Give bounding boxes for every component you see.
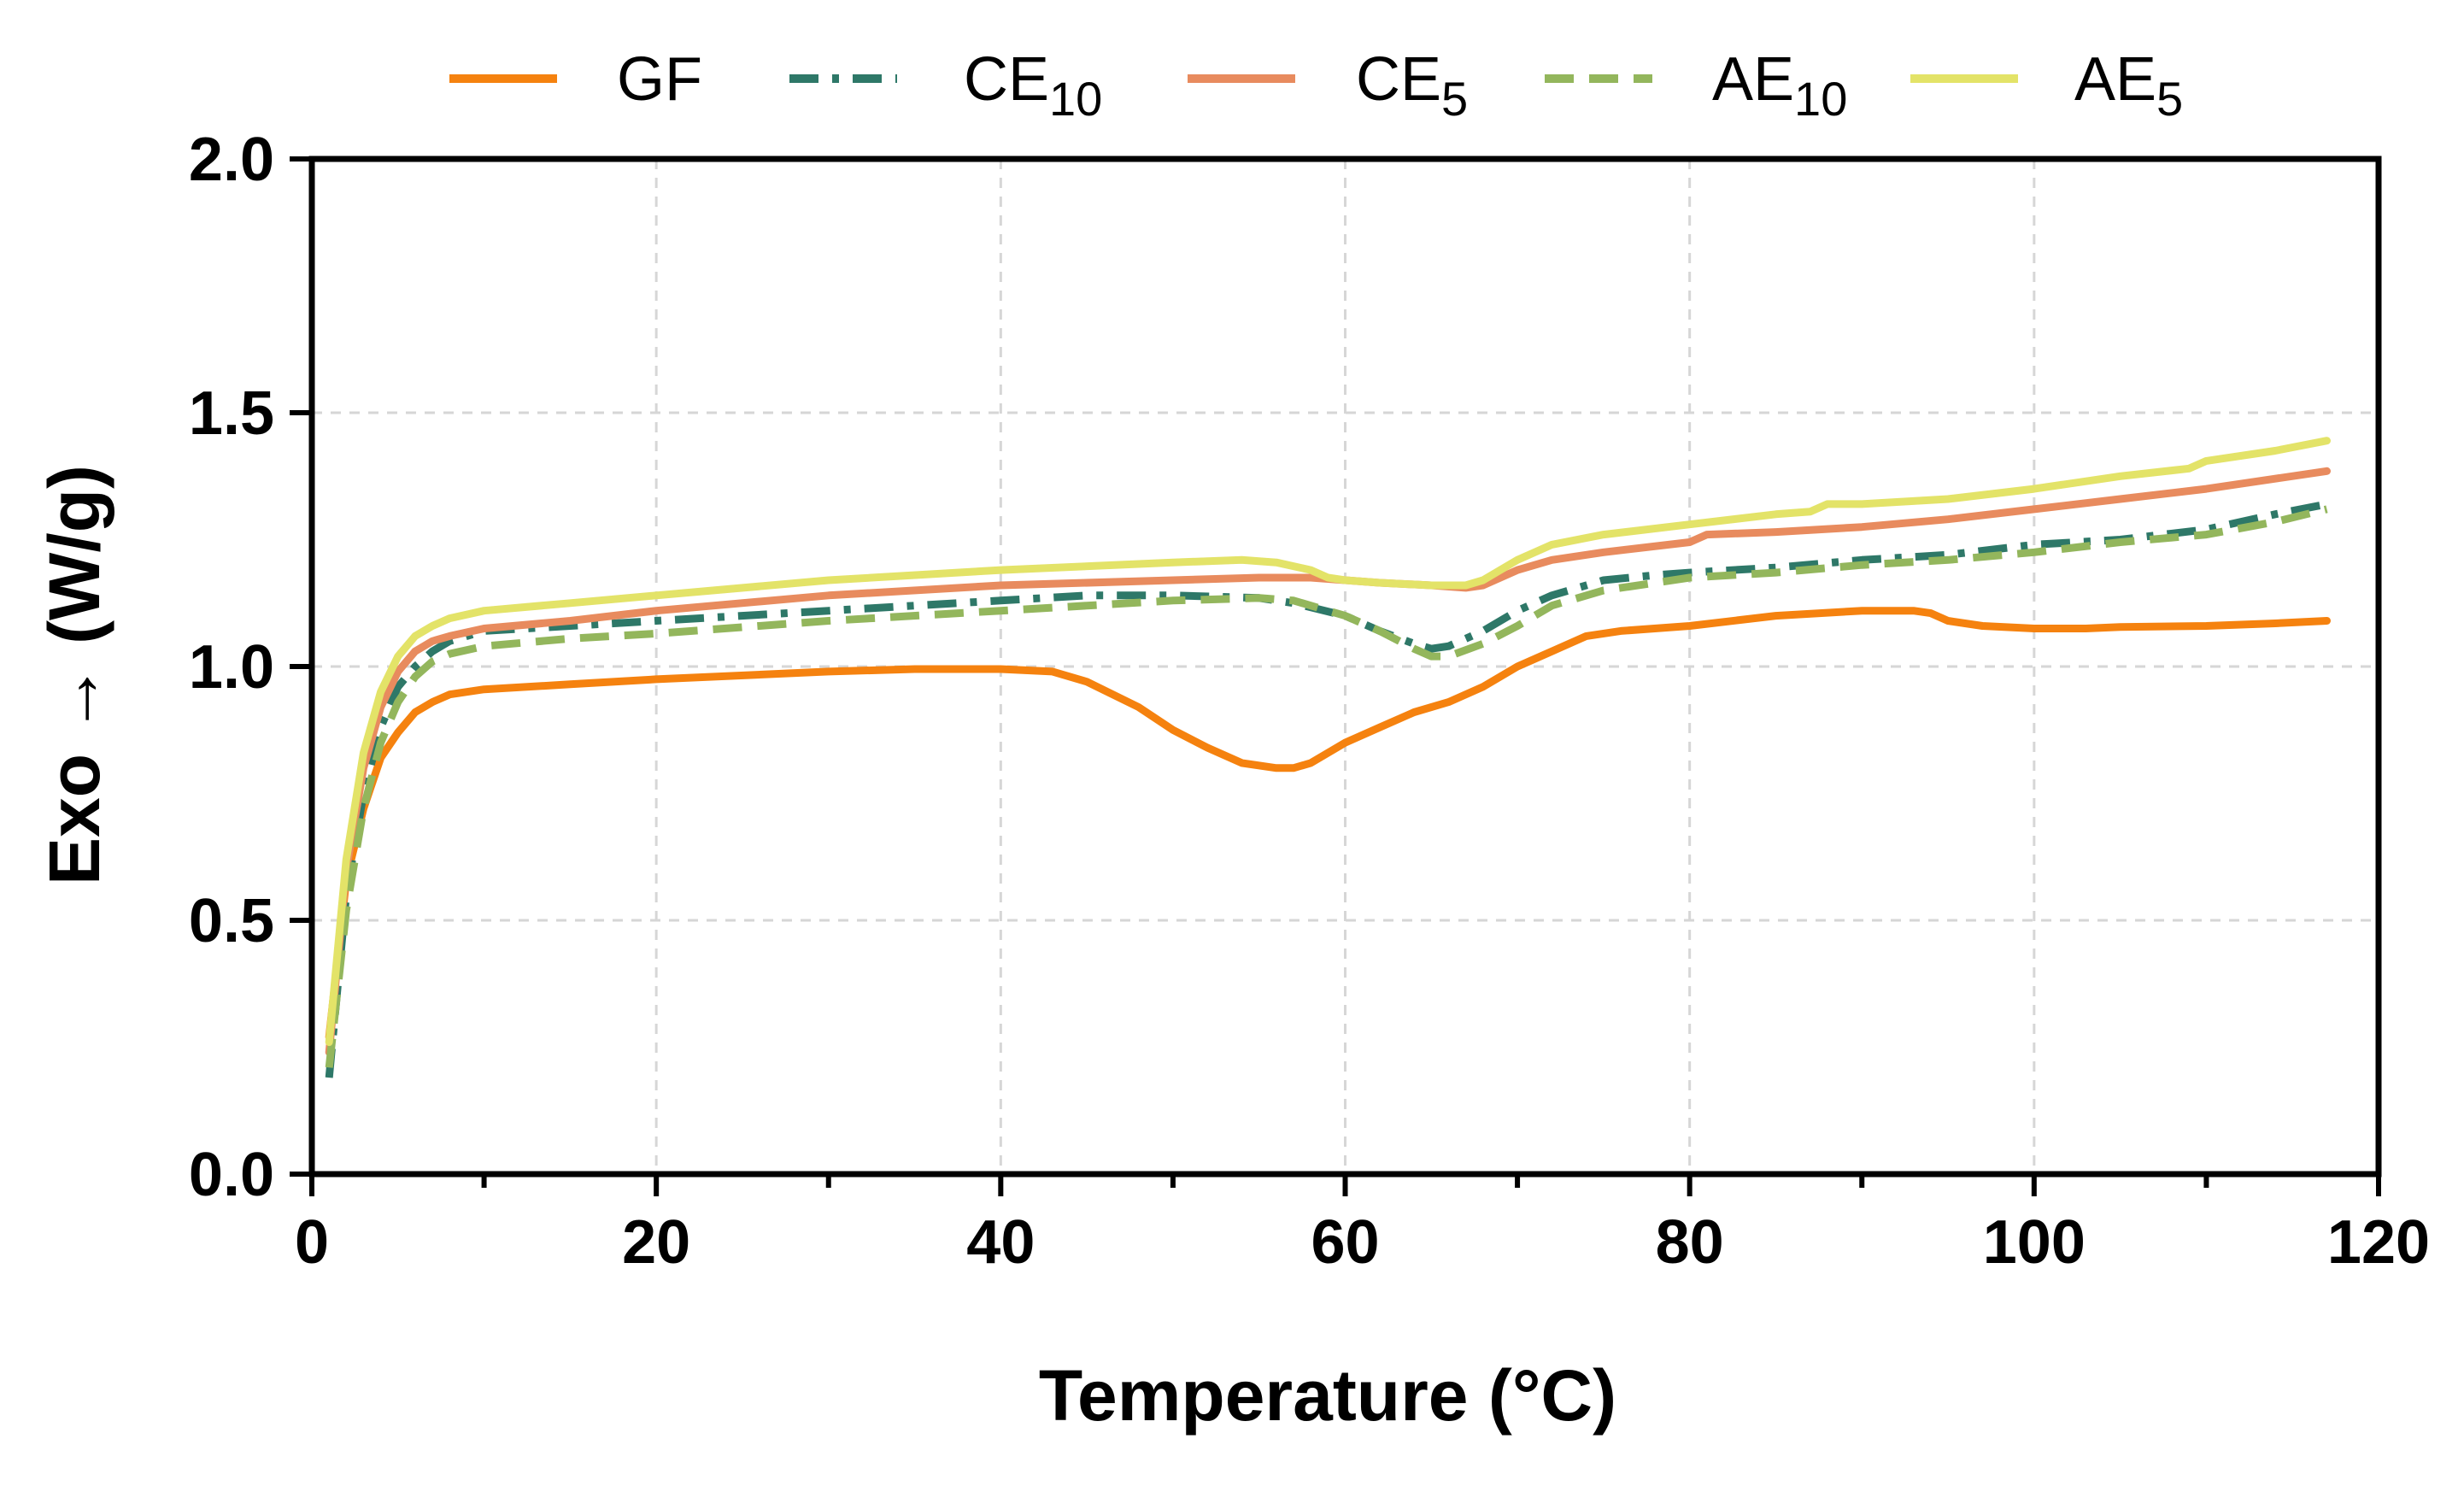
series-lines [325,437,2331,1078]
x-axis-title: Temperature (°C) [1039,1355,1616,1436]
series-line-AE5 [325,437,2331,1047]
y-tick-label-0: 0.0 [189,1141,274,1209]
x-tick-label-40: 40 [966,1208,1035,1277]
y-tick-label-2: 2.0 [189,126,274,194]
legend-item-AE10: AE10 [1545,45,1847,126]
legend-label-CE5: CE5 [1356,45,1468,126]
axes [290,156,2382,1196]
legend-label-CE10: CE10 [964,45,1102,126]
x-tick-label-80: 80 [1656,1208,1724,1277]
grid-lines [312,159,2379,1174]
y-axis-title-prefix: Exo [34,754,114,885]
legend-item-AE5: AE5 [1910,45,2183,126]
x-tick-label-60: 60 [1311,1208,1379,1277]
y-axis-title: Exo→(W/g) [34,465,114,885]
y-tick-label-0.5: 0.5 [189,887,274,955]
x-tick-label-0: 0 [295,1208,329,1277]
series-line-CE5 [325,467,2331,1056]
svg-text:Exo→(W/g): Exo→(W/g) [34,465,114,885]
legend-item-CE5: CE5 [1188,45,1468,126]
x-tick-label-100: 100 [1983,1208,2086,1277]
x-tick-label-20: 20 [622,1208,690,1277]
tick-labels: 0 20 40 60 80 100 120 0.0 0.5 1.0 1.5 2.0 [189,126,2430,1277]
legend-label-AE10: AE10 [1712,45,1847,126]
y-axis-title-suffix: (W/g) [34,465,114,644]
y-tick-label-1: 1.0 [189,633,274,702]
series-line-AE10 [325,505,2328,1068]
series-line-CE10 [325,500,2328,1078]
series-line-GF [325,607,2331,1042]
legend-item-GF: GF [449,45,702,114]
x-tick-label-120: 120 [2327,1208,2430,1277]
legend-item-CE10: CE10 [789,45,1102,126]
y-tick-label-1.5: 1.5 [189,379,274,448]
legend-label-AE5: AE5 [2074,45,2183,126]
legend-label-GF: GF [617,45,702,114]
legend: GF CE10 CE5 AE10 AE5 [449,45,2183,126]
